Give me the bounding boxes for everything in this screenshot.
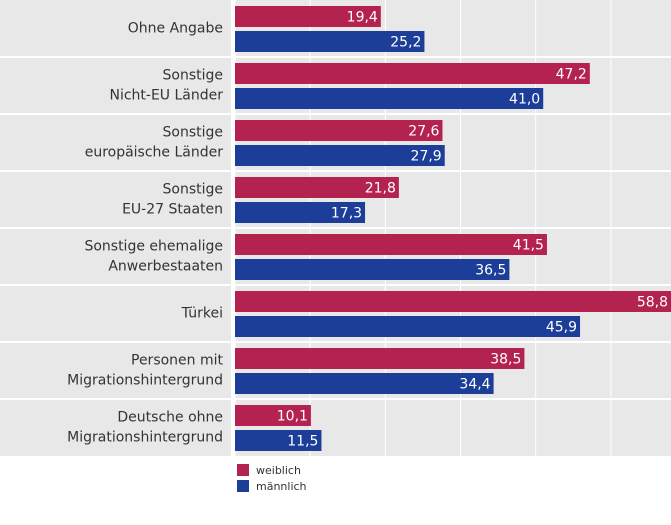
value-label: 11,5 xyxy=(287,434,318,450)
bar xyxy=(235,348,525,369)
legend-label: männlich xyxy=(256,480,307,493)
bar xyxy=(235,145,445,166)
bar xyxy=(235,120,443,141)
value-label: 34,4 xyxy=(459,377,490,393)
category-label: Personen mit xyxy=(131,353,224,369)
bar xyxy=(235,405,311,426)
bar xyxy=(235,316,581,337)
legend-label: weiblich xyxy=(256,464,301,477)
value-label: 47,2 xyxy=(556,67,587,83)
value-label: 41,0 xyxy=(509,92,540,108)
category-label: Sonstige xyxy=(163,125,224,141)
value-label: 19,4 xyxy=(347,10,378,26)
category-label: Deutsche ohne xyxy=(117,410,223,426)
value-label: 58,8 xyxy=(637,295,668,311)
value-label: 10,1 xyxy=(277,409,308,425)
bar xyxy=(235,430,322,451)
category-label: Migrationshintergrund xyxy=(67,430,223,446)
category-label: Türkei xyxy=(181,306,223,322)
bar xyxy=(235,202,366,223)
value-label: 25,2 xyxy=(390,35,421,51)
bar xyxy=(235,177,399,198)
category-label: Ohne Angabe xyxy=(128,21,223,37)
bar xyxy=(235,373,494,394)
value-label: 45,9 xyxy=(546,320,577,336)
legend-swatch xyxy=(237,480,249,492)
bar xyxy=(235,88,544,109)
bar xyxy=(235,31,425,52)
value-label: 38,5 xyxy=(490,352,521,368)
category-label: Migrationshintergrund xyxy=(67,373,223,389)
category-label: Anwerbestaaten xyxy=(108,259,223,275)
bar xyxy=(235,63,590,84)
value-label: 27,9 xyxy=(411,149,442,165)
bar xyxy=(235,6,381,27)
value-label: 41,5 xyxy=(513,238,544,254)
category-label: Sonstige xyxy=(163,182,224,198)
value-label: 17,3 xyxy=(331,206,362,222)
value-label: 27,6 xyxy=(408,124,439,140)
value-label: 36,5 xyxy=(475,263,506,279)
bar xyxy=(235,259,510,280)
category-label: Sonstige ehemalige xyxy=(84,239,223,255)
bar xyxy=(235,291,671,312)
category-label: Nicht-EU Länder xyxy=(109,88,223,104)
value-label: 21,8 xyxy=(365,181,396,197)
legend-swatch xyxy=(237,464,249,476)
category-label: Sonstige xyxy=(163,68,224,84)
category-label: EU-27 Staaten xyxy=(122,202,223,218)
category-label: europäische Länder xyxy=(85,145,224,161)
bar xyxy=(235,234,547,255)
